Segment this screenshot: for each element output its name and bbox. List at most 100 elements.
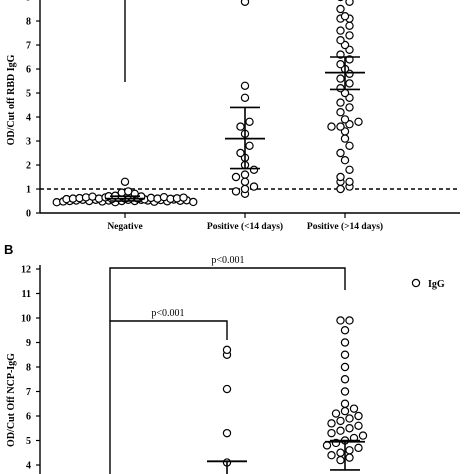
data-point xyxy=(327,122,336,131)
data-point xyxy=(240,184,250,194)
data-point xyxy=(345,424,354,433)
data-point xyxy=(345,165,354,174)
panel-b-y-tick-label: 7 xyxy=(26,387,31,398)
bracket-long xyxy=(109,267,346,321)
legend-marker xyxy=(411,278,421,288)
data-point xyxy=(336,184,345,194)
panel-b-label: B xyxy=(4,242,13,257)
data-point xyxy=(354,411,363,421)
data-point xyxy=(345,177,354,186)
data-point xyxy=(120,177,130,186)
data-point xyxy=(337,0,344,2)
panel-b-y-tick-label: 8 xyxy=(26,363,31,374)
data-point xyxy=(240,177,250,186)
data-point xyxy=(340,350,350,359)
data-point xyxy=(245,141,254,150)
data-point xyxy=(322,441,332,450)
data-point xyxy=(336,59,345,69)
panel-a-y-label: OD/Cut off RBD IgG xyxy=(6,54,17,145)
data-point xyxy=(345,316,354,325)
data-point xyxy=(345,0,354,6)
data-point xyxy=(340,115,350,124)
panel-a-y-tick-label: 6 xyxy=(26,65,31,76)
data-point xyxy=(336,416,345,426)
data-point xyxy=(345,103,354,112)
data-point xyxy=(340,387,350,396)
data-point xyxy=(240,170,250,179)
data-point xyxy=(222,428,232,438)
panel-a-category-label: Negative xyxy=(107,222,142,232)
data-point xyxy=(345,453,354,462)
panel-b-y-tick-label: 5 xyxy=(26,436,31,447)
panel-a-y-tick-label: 7 xyxy=(26,41,31,52)
legend-label: IgG xyxy=(428,279,445,290)
data-point xyxy=(354,421,363,430)
panel-a-y-tick-label: 3 xyxy=(26,137,31,148)
panel-a-category-label: Positive (>14 days) xyxy=(307,221,383,232)
panel-a-y-tick-label: 1 xyxy=(26,185,31,196)
data-point xyxy=(231,187,241,196)
data-point xyxy=(340,338,350,347)
data-point xyxy=(124,187,133,196)
panel-b-y-tick-label: 11 xyxy=(22,289,31,300)
data-point xyxy=(249,182,259,191)
data-point xyxy=(336,36,345,45)
panel-b-y-tick-label: 9 xyxy=(26,338,31,349)
data-point xyxy=(336,148,345,158)
data-point xyxy=(340,399,350,408)
panel-b-y-tick-label: 6 xyxy=(26,412,31,423)
data-point xyxy=(345,446,354,455)
panel-a-y-tick-label: 4 xyxy=(26,113,31,124)
data-point xyxy=(222,384,232,394)
data-point xyxy=(189,197,198,207)
panel-b-y-tick-label: 12 xyxy=(21,265,31,276)
data-point xyxy=(331,409,341,418)
data-point xyxy=(345,141,354,150)
data-point xyxy=(340,375,350,384)
data-point xyxy=(336,426,345,435)
data-point xyxy=(245,117,254,127)
panel-a-y-tick-label: 0 xyxy=(26,209,31,220)
data-point xyxy=(340,155,350,165)
panel-a-category-label: Positive (<14 days) xyxy=(207,221,283,232)
data-point xyxy=(358,431,368,440)
data-point xyxy=(354,443,363,453)
data-point xyxy=(340,362,350,372)
data-point xyxy=(240,81,250,91)
data-point xyxy=(236,148,245,158)
data-point xyxy=(336,83,345,93)
data-point xyxy=(336,74,345,83)
panel-b-y-tick-label: 10 xyxy=(21,314,31,325)
data-point xyxy=(336,107,345,117)
data-point xyxy=(327,419,336,428)
data-point xyxy=(345,21,354,30)
data-point xyxy=(336,98,345,107)
data-point xyxy=(236,122,245,131)
data-point xyxy=(336,4,345,14)
panel-a-y-tick-label: 9 xyxy=(26,0,31,4)
data-point xyxy=(345,79,354,88)
data-point xyxy=(340,406,350,416)
panel-a-chart: OD/Cut off RBD IgG 0 1 2 3 4 5 6 7 8 9 Negative Po… xyxy=(6,0,460,232)
data-point xyxy=(240,93,250,103)
data-point xyxy=(249,165,259,174)
panel-a-y-tick-label: 2 xyxy=(26,161,31,172)
data-point xyxy=(336,455,345,465)
panel-b-y-label: OD/Cut Off NCP-IgG xyxy=(6,353,17,447)
panel-a-y-tick-label: 5 xyxy=(26,89,31,100)
data-point xyxy=(336,448,345,457)
data-point xyxy=(179,193,188,202)
data-point xyxy=(336,122,345,131)
panel-b-y-tick-label: 4 xyxy=(26,461,31,472)
data-point xyxy=(340,12,350,21)
panel-b-chart: B OD/Cut Off NCP-IgG 4 5 6 7 8 9 10 11 12 p<0.00… xyxy=(4,242,445,474)
data-point xyxy=(336,172,345,182)
data-point xyxy=(327,428,336,438)
data-point xyxy=(354,117,363,127)
data-point xyxy=(327,451,336,460)
data-point xyxy=(345,414,354,423)
data-point xyxy=(222,345,232,355)
data-point xyxy=(345,31,354,40)
panel-a-y-tick-label: 8 xyxy=(26,17,31,28)
